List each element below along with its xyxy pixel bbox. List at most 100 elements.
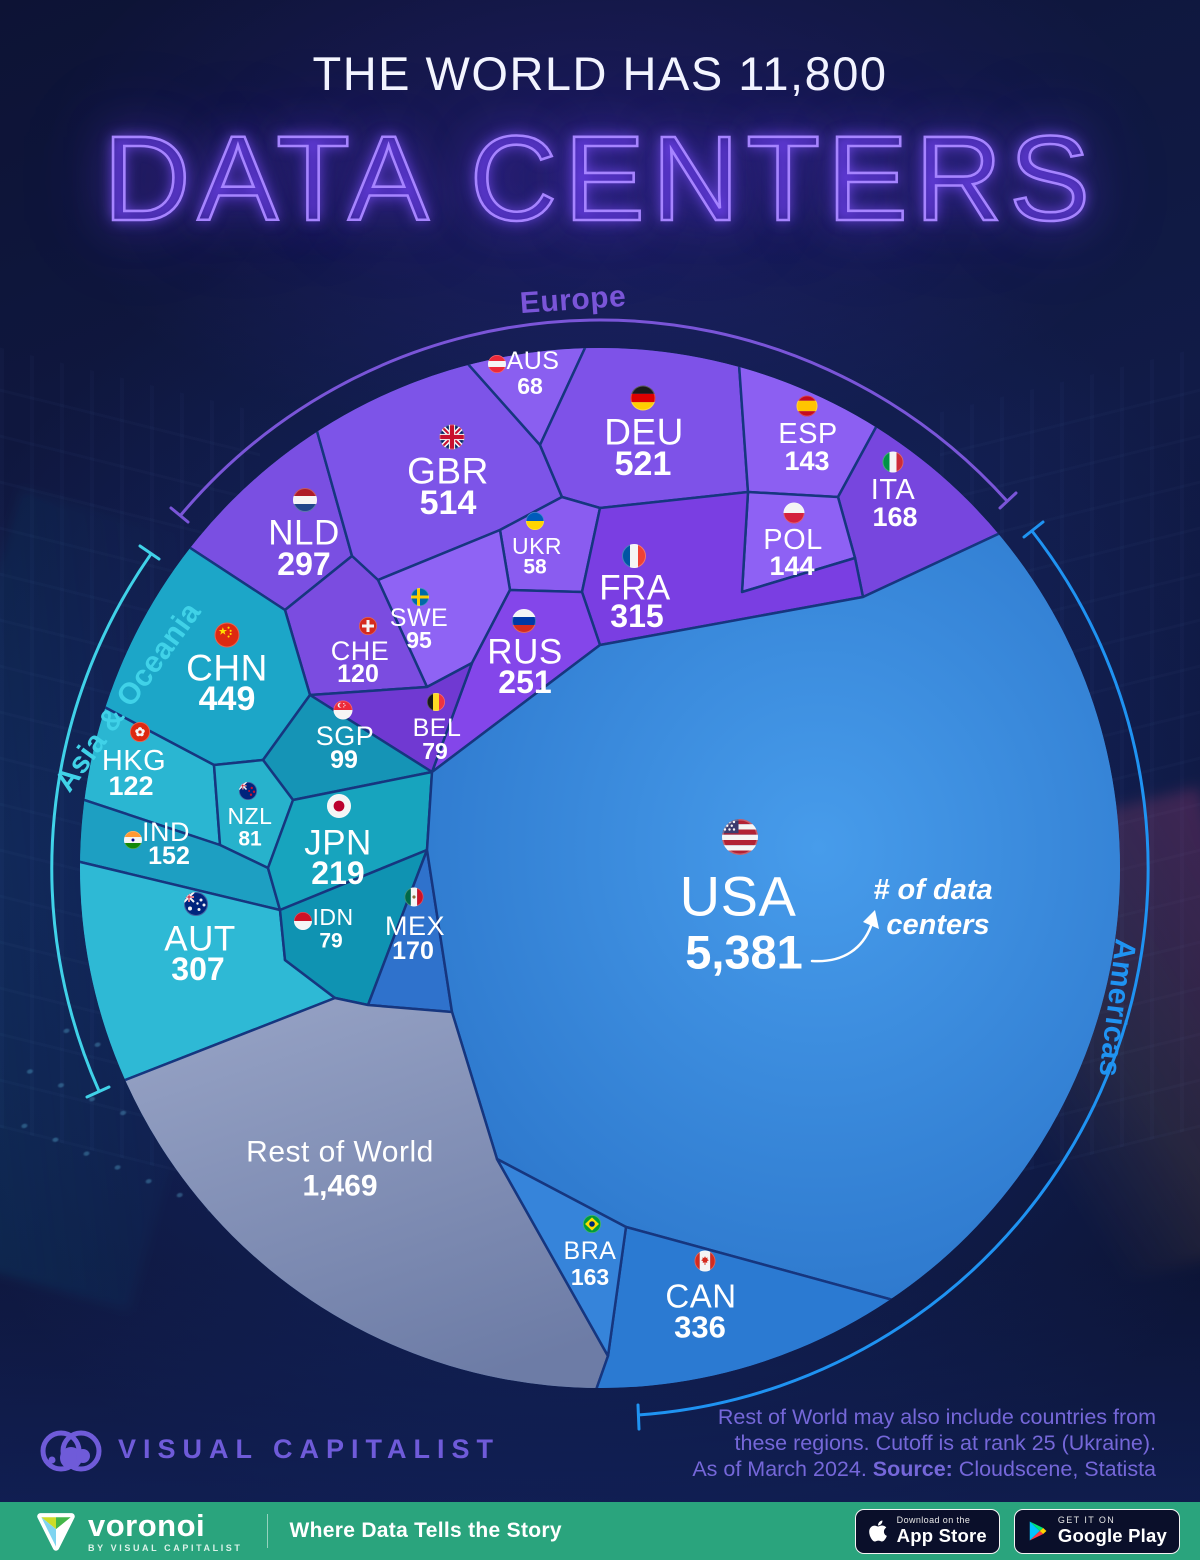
value-CHE: 120 bbox=[337, 660, 379, 688]
visual-capitalist-logo: VISUAL CAPITALIST bbox=[38, 1420, 500, 1478]
value-IND: 152 bbox=[148, 842, 190, 870]
flag-SWE-icon bbox=[411, 588, 429, 606]
value-USA: 5,381 bbox=[685, 926, 803, 979]
label-ROW: Rest of World bbox=[246, 1136, 434, 1169]
label-JPN: JPN bbox=[304, 824, 372, 863]
flag-NLD-icon bbox=[293, 488, 317, 512]
label-GBR: GBR bbox=[407, 451, 489, 492]
value-FRA: 315 bbox=[610, 598, 663, 634]
flag-HKG-icon bbox=[130, 722, 151, 743]
value-BRA: 163 bbox=[571, 1264, 609, 1290]
region-arc-americas bbox=[637, 530, 1150, 1417]
flag-AUS-icon bbox=[488, 355, 506, 373]
region-arc-tick bbox=[85, 1085, 111, 1099]
flag-ESP-icon bbox=[796, 395, 818, 417]
voronoi-mark-icon bbox=[37, 1513, 75, 1551]
label-HKG: HKG bbox=[102, 745, 166, 777]
gplay-small-text: GET IT ON bbox=[1057, 1515, 1116, 1526]
region-arc-tick bbox=[998, 491, 1018, 510]
annotation-line1: # of data bbox=[873, 874, 992, 906]
label-CHN: CHN bbox=[186, 648, 268, 689]
label-MEX: MEX bbox=[385, 911, 445, 941]
value-SWE: 95 bbox=[406, 627, 432, 653]
brand-bar: voronoi BY VISUAL CAPITALIST Where Data … bbox=[0, 1502, 1200, 1560]
value-HKG: 122 bbox=[108, 771, 153, 801]
flag-AUT-icon bbox=[184, 892, 208, 916]
label-AUS: AUS bbox=[507, 347, 560, 375]
source-label: Source: bbox=[872, 1457, 953, 1481]
value-AUT: 307 bbox=[171, 951, 224, 987]
value-AUS: 68 bbox=[517, 373, 543, 399]
region-arc-tick bbox=[169, 506, 190, 524]
appstore-big-text: App Store bbox=[896, 1525, 987, 1547]
flag-FRA-icon bbox=[622, 544, 646, 568]
flag-CAN-icon bbox=[694, 1250, 716, 1272]
source-value: Cloudscene, Statista bbox=[952, 1457, 1156, 1481]
footnote-line1: Rest of World may also include countries… bbox=[717, 1405, 1156, 1429]
region-arc-asia-oceania bbox=[50, 553, 153, 1092]
flag-MEX-icon bbox=[404, 887, 424, 907]
footnote: Rest of World may also include countries… bbox=[536, 1404, 1156, 1482]
region-arc-tick bbox=[138, 544, 161, 561]
region-arc-tick bbox=[1022, 520, 1045, 539]
page-title-neon: DATA CENTERS bbox=[102, 109, 1097, 248]
label-SGP: SGP bbox=[316, 721, 375, 751]
value-JPN: 219 bbox=[311, 855, 364, 891]
flag-IDN-icon bbox=[294, 912, 312, 930]
voronoi-wordmark: voronoi bbox=[88, 1507, 206, 1543]
annotation-arrow bbox=[810, 924, 873, 963]
google-play-badge[interactable]: GET IT ON Google Play bbox=[1013, 1508, 1180, 1554]
page-title: THE WORLD HAS 11,800 bbox=[312, 47, 888, 100]
flag-ITA-icon bbox=[882, 451, 904, 473]
label-IND: IND bbox=[142, 817, 190, 847]
flag-USA-icon bbox=[722, 819, 758, 855]
gplay-big-text: Google Play bbox=[1057, 1525, 1167, 1547]
google-play-icon bbox=[1029, 1521, 1047, 1541]
value-NLD: 297 bbox=[277, 546, 330, 582]
label-AUT: AUT bbox=[164, 920, 236, 959]
label-ITA: ITA bbox=[871, 474, 916, 506]
flag-CHE-icon bbox=[359, 617, 377, 635]
flag-GBR-icon bbox=[439, 424, 465, 450]
label-CHE: CHE bbox=[331, 636, 390, 666]
flag-IND-icon bbox=[124, 831, 142, 849]
app-store-badge[interactable]: Download on the App Store bbox=[854, 1508, 1000, 1554]
flag-SGP-icon bbox=[333, 700, 353, 720]
flag-CHN-icon bbox=[214, 622, 240, 648]
value-IDN: 79 bbox=[319, 930, 342, 953]
voronoi-logo: voronoi BY VISUAL CAPITALIST bbox=[34, 1509, 243, 1553]
label-UKR: UKR bbox=[512, 533, 562, 559]
label-SWE: SWE bbox=[390, 604, 448, 632]
tagline: Where Data Tells the Story bbox=[289, 1519, 562, 1542]
region-label-europe: Europe bbox=[519, 280, 627, 320]
value-DEU: 521 bbox=[615, 445, 672, 483]
label-FRA: FRA bbox=[599, 569, 671, 608]
value-POL: 144 bbox=[769, 551, 814, 581]
label-ESP: ESP bbox=[778, 418, 838, 450]
label-BRA: BRA bbox=[564, 1237, 617, 1265]
value-ITA: 168 bbox=[872, 502, 917, 532]
flag-UKR-icon bbox=[526, 512, 544, 530]
value-UKR: 58 bbox=[523, 556, 547, 579]
value-CHN: 449 bbox=[199, 680, 256, 718]
label-CAN: CAN bbox=[665, 1278, 736, 1315]
label-USA: USA bbox=[680, 865, 797, 928]
footnote-line2: these regions. Cutoff is at rank 25 (Ukr… bbox=[734, 1431, 1156, 1455]
flag-BEL-icon bbox=[427, 693, 445, 711]
label-RUS: RUS bbox=[487, 633, 562, 672]
flag-RUS-icon bbox=[512, 609, 536, 633]
cell-BRA bbox=[495, 1157, 628, 1358]
label-POL: POL bbox=[763, 524, 823, 556]
label-NZL: NZL bbox=[228, 803, 273, 829]
flag-POL-icon bbox=[783, 502, 805, 524]
voronoi-sub: BY VISUAL CAPITALIST bbox=[88, 1542, 243, 1553]
value-GBR: 514 bbox=[420, 484, 477, 522]
bar-divider bbox=[266, 1514, 268, 1548]
region-arc-tick bbox=[636, 1403, 641, 1431]
label-IDN: IDN bbox=[312, 904, 353, 930]
value-NZL: 81 bbox=[238, 828, 262, 851]
visual-capitalist-mark-icon bbox=[40, 1430, 102, 1472]
value-RUS: 251 bbox=[498, 664, 551, 700]
visual-capitalist-wordmark: VISUAL CAPITALIST bbox=[118, 1433, 501, 1464]
